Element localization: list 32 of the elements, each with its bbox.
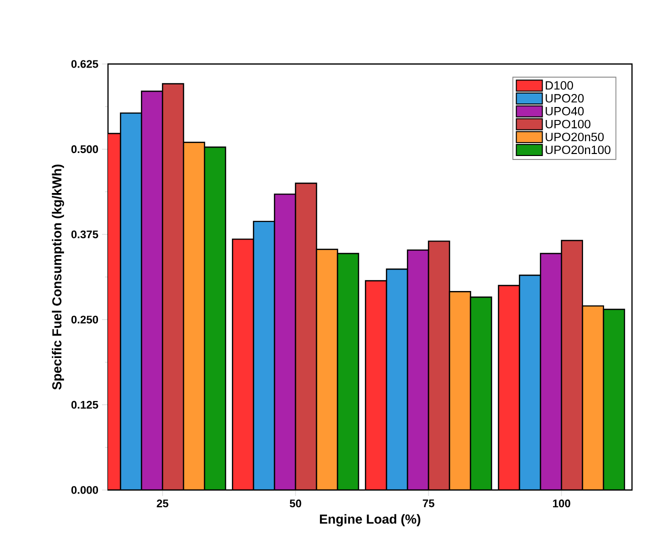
bar — [498, 284, 520, 490]
y-tick-label: 0.000 — [71, 486, 98, 494]
bar — [560, 240, 584, 490]
bar — [406, 249, 430, 490]
legend-label: UPO40 — [546, 106, 584, 116]
bar — [274, 194, 296, 490]
bar — [162, 83, 184, 490]
y-axis-title: Specific Fuel Consumption (kg/kWh) — [52, 164, 64, 390]
bar — [540, 252, 562, 490]
y-tick-label: 0.125 — [71, 400, 98, 409]
x-axis-title: Engine Load (%) — [320, 514, 420, 526]
x-tick-label: 100 — [553, 500, 570, 508]
legend-label: D100 — [546, 81, 574, 90]
x-tick-label: 25 — [156, 500, 168, 508]
legend-label: UPO20n50 — [546, 132, 604, 142]
x-tick-label: 75 — [422, 500, 434, 508]
bar — [140, 90, 164, 490]
bar — [364, 280, 388, 490]
bar — [428, 240, 450, 490]
bar — [252, 220, 276, 490]
x-tick-label: 50 — [290, 500, 302, 508]
legend-label: UPO100 — [546, 120, 590, 128]
legend-label: UPO20n100 — [546, 146, 610, 154]
y-tick-label: 0.250 — [71, 316, 98, 324]
bar — [294, 182, 318, 490]
bar — [232, 238, 254, 490]
legend-label: UPO20 — [546, 94, 584, 103]
y-tick-label: 0.625 — [71, 60, 98, 68]
y-tick-label: 0.500 — [71, 145, 98, 154]
y-tick-label: 0.375 — [71, 230, 98, 238]
bar — [386, 268, 408, 490]
bar — [518, 274, 542, 490]
